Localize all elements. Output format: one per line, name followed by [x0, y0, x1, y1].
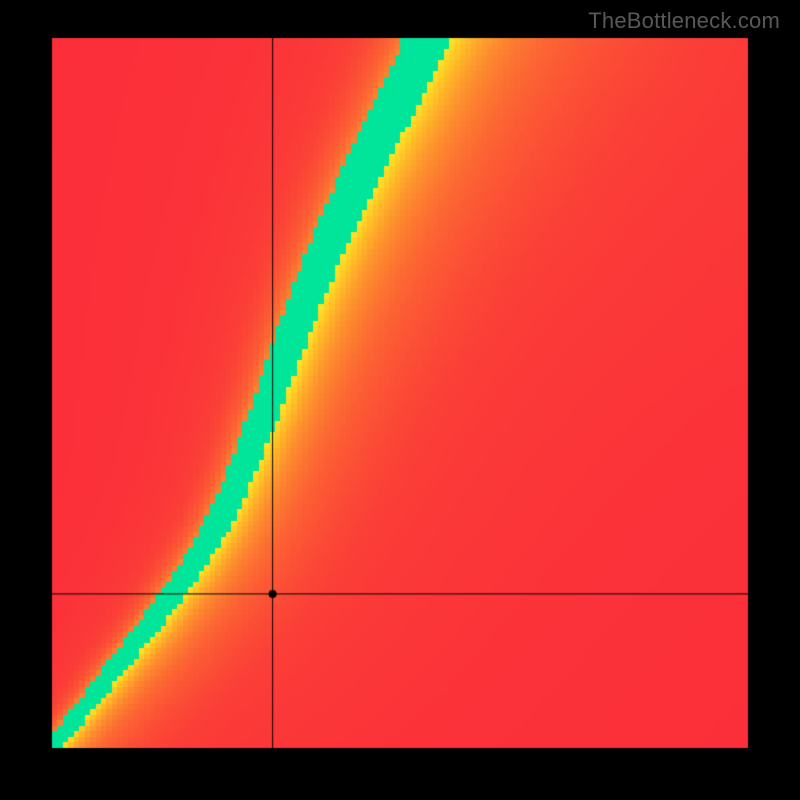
watermark: TheBottleneck.com: [588, 8, 780, 34]
heatmap-plot: [0, 0, 800, 800]
